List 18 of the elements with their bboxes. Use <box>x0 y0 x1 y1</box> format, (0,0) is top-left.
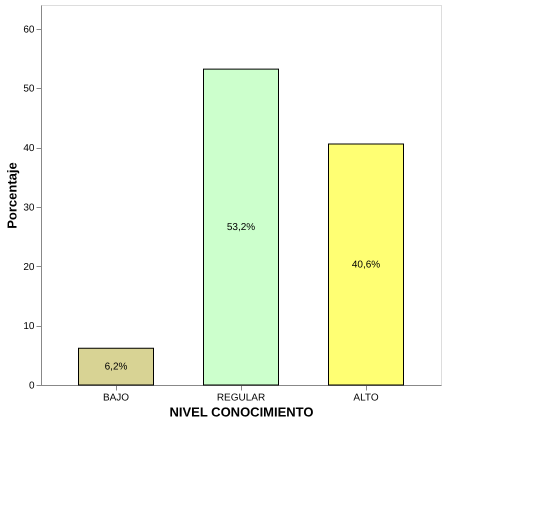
bar <box>203 68 279 386</box>
bar <box>328 143 404 386</box>
y-tick-label: 60 <box>23 24 35 36</box>
data-label: 53,2% <box>226 222 256 234</box>
y-tick-label: 10 <box>23 321 35 332</box>
bar <box>78 348 154 386</box>
x-axis-title: NIVEL CONOCIMIENTO <box>170 404 314 420</box>
x-tick-label: ALTO <box>353 392 379 404</box>
y-tick-label: 30 <box>23 202 35 214</box>
y-tick-label: 0 <box>28 380 35 392</box>
data-label: 40,6% <box>352 259 380 270</box>
y-tick-label: 50 <box>23 84 35 95</box>
y-axis-title: Porcentaje <box>4 162 20 229</box>
y-tick-label: 20 <box>23 262 35 273</box>
x-tick-label: BAJO <box>102 392 130 404</box>
y-tick-label: 40 <box>23 143 35 154</box>
data-label: 6,2% <box>104 362 128 373</box>
x-tick-label: REGULAR <box>216 392 266 404</box>
